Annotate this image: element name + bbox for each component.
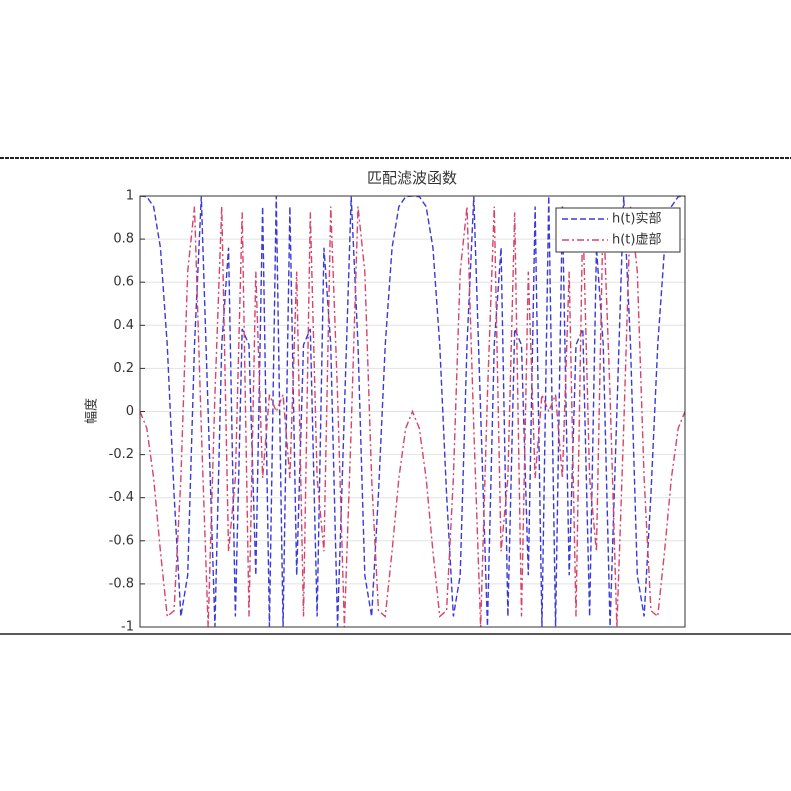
y-tick-label: -0.4	[109, 490, 134, 505]
y-tick-label: 1	[126, 189, 134, 204]
y-tick-label: 0.6	[113, 275, 134, 290]
y-tick-label: 0.2	[113, 361, 134, 376]
legend-label: h(t)虚部	[612, 233, 661, 248]
chart-title: 匹配滤波函数	[367, 169, 457, 187]
series-line	[140, 206, 685, 627]
y-tick-label: -1	[121, 620, 134, 635]
legend-box	[555, 207, 681, 253]
y-tick-label: 0.8	[113, 232, 134, 247]
y-axis-label: 幅度	[84, 398, 100, 424]
legend-label: h(t)实部	[612, 212, 661, 227]
y-tick-label: -0.2	[109, 447, 134, 462]
y-tick-label: 0	[126, 404, 134, 419]
y-tick-label: -0.8	[109, 576, 134, 591]
plot-frame	[139, 195, 686, 628]
y-tick-label: 0.4	[113, 318, 134, 333]
series-line	[140, 196, 685, 627]
y-tick-label: -0.6	[109, 533, 134, 548]
